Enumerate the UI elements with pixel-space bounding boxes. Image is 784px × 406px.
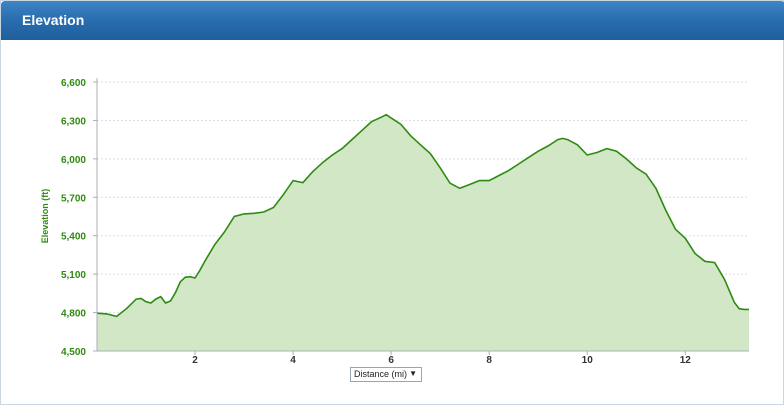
y-tick-labels: 4,500 4,800 5,100 5,400 5,700 6,000 6,300 6,600 xyxy=(61,78,86,358)
x-tick-label: 8 xyxy=(486,355,492,366)
panel-header: Elevation xyxy=(1,1,784,40)
chevron-down-icon: ▼ xyxy=(409,369,417,378)
x-tick-label: 4 xyxy=(290,355,296,366)
y-axis-label: Elevation (ft) xyxy=(40,189,50,244)
elevation-area xyxy=(97,114,749,351)
y-tick-label: 6,000 xyxy=(61,155,86,166)
x-tick-label: 12 xyxy=(680,355,692,366)
y-tick-label: 5,400 xyxy=(61,232,86,243)
x-tick-label: 2 xyxy=(192,355,198,366)
y-tick-label: 4,500 xyxy=(61,347,86,358)
x-tick-label: 6 xyxy=(388,355,394,366)
axes xyxy=(93,78,749,355)
elevation-line xyxy=(96,113,749,318)
x-tick-label: 10 xyxy=(582,355,594,366)
panel-title: Elevation xyxy=(22,12,85,28)
x-axis-selector-label: Distance (mi) xyxy=(354,369,408,379)
y-tick-label: 5,700 xyxy=(61,193,86,204)
x-axis-selector[interactable]: Distance (mi) ▼ xyxy=(350,367,422,382)
y-tick-label: 6,600 xyxy=(61,78,86,89)
y-tick-label: 5,100 xyxy=(61,270,86,281)
y-tick-label: 4,800 xyxy=(61,309,86,320)
y-tick-label: 6,300 xyxy=(61,116,86,127)
x-tick-labels: 2 4 6 8 10 12 xyxy=(192,355,691,366)
